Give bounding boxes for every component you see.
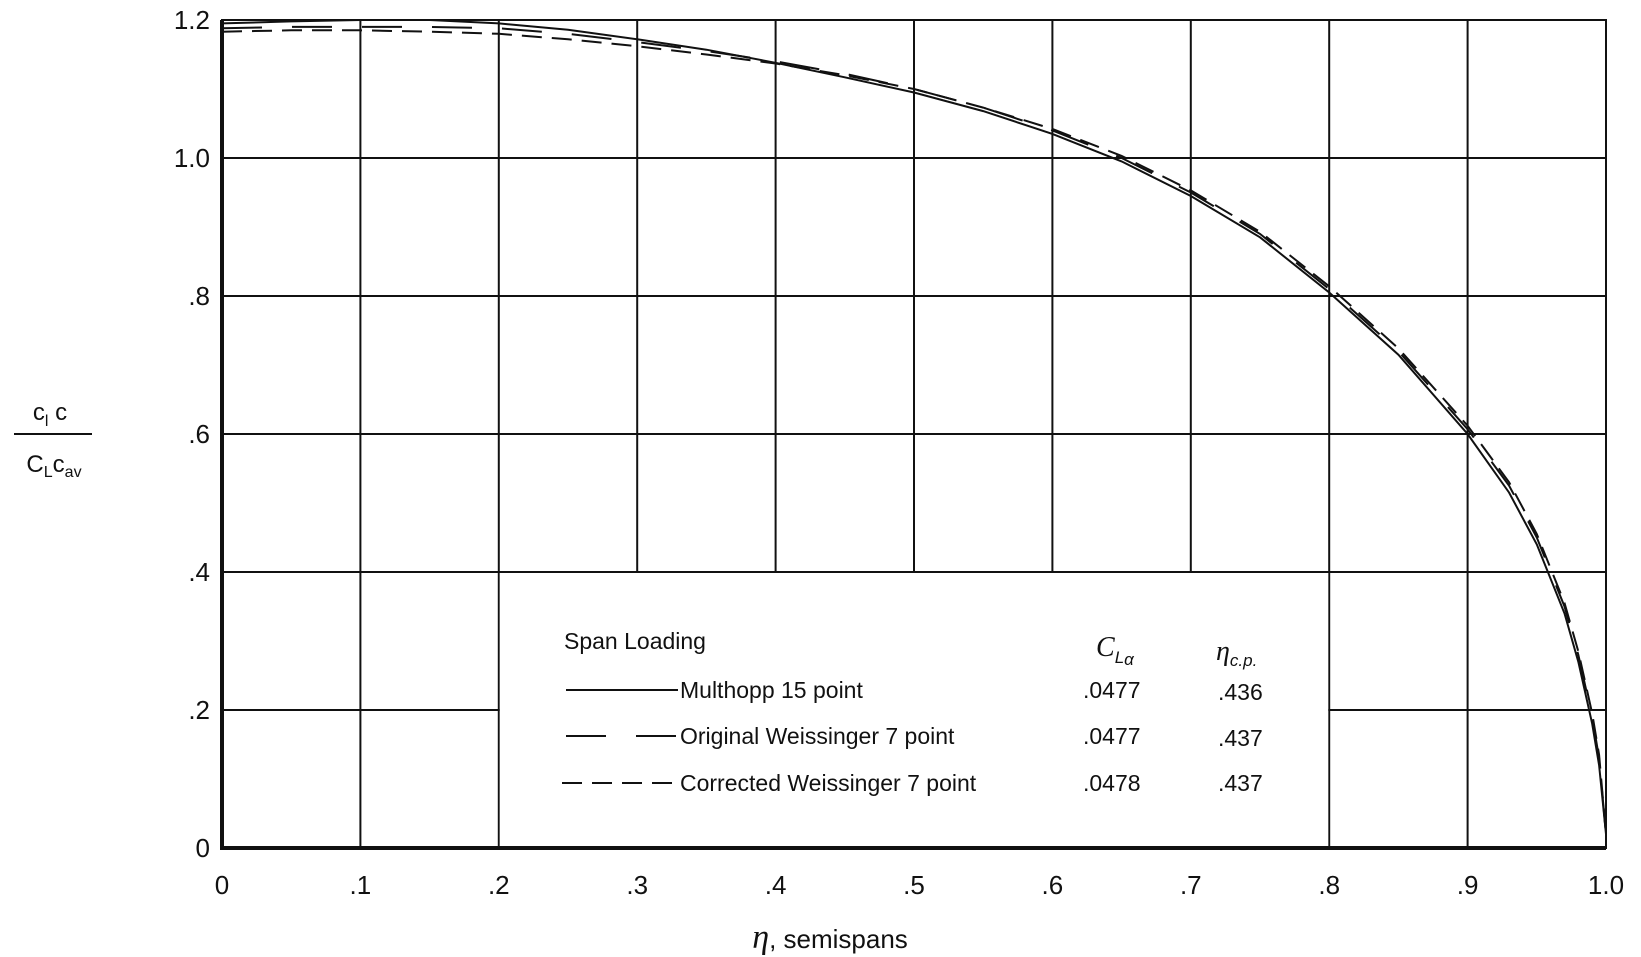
x-tick-label-10: 1.0 bbox=[1588, 870, 1624, 900]
x-tick-label-4: .4 bbox=[765, 870, 787, 900]
y-tick-label-6: 1.2 bbox=[174, 5, 210, 35]
legend-eta-value: .437 bbox=[1218, 725, 1263, 751]
y-axis-numerator: cl c bbox=[33, 399, 67, 430]
y-tick-label-3: .6 bbox=[188, 419, 210, 449]
x-tick-label-7: .7 bbox=[1180, 870, 1202, 900]
legend: Span Loading CLα ηc.p. Multhopp 15 point… bbox=[562, 628, 1263, 796]
y-tick-label-5: 1.0 bbox=[174, 143, 210, 173]
legend-eta-value: .437 bbox=[1218, 770, 1263, 796]
legend-col-cla-heading: CLα bbox=[1096, 632, 1135, 669]
x-tick-label-3: .3 bbox=[626, 870, 648, 900]
axes bbox=[220, 19, 1607, 850]
x-axis-symbol: η bbox=[752, 919, 769, 956]
x-tick-label-1: .1 bbox=[350, 870, 372, 900]
x-tick-label-0: 0 bbox=[215, 870, 229, 900]
legend-background bbox=[499, 573, 1329, 847]
y-axis-denominator: CLcav bbox=[26, 451, 81, 481]
legend-col-eta-heading: ηc.p. bbox=[1216, 636, 1257, 670]
y-axis-title: cl c CLcav bbox=[14, 399, 92, 481]
series-line-long-dash bbox=[221, 25, 1607, 835]
x-axis-title: η, semispans bbox=[752, 919, 908, 956]
legend-cla-value: .0477 bbox=[1083, 677, 1141, 703]
series-line-short-dash bbox=[221, 29, 1607, 835]
legend-row-original-weissinger: Original Weissinger 7 point .0477 .437 bbox=[566, 723, 1263, 751]
legend-row-multhopp: Multhopp 15 point .0477 .436 bbox=[566, 677, 1263, 705]
legend-label: Multhopp 15 point bbox=[680, 677, 863, 703]
y-tick-label-2: .4 bbox=[188, 557, 210, 587]
legend-cla-value: .0477 bbox=[1083, 723, 1141, 749]
tick-labels: 0 .1 .2 .3 .4 .5 .6 .7 .8 .9 1.0 0 .2 .4 .6 .8 1.0 1.2 bbox=[174, 5, 1624, 900]
legend-label: Original Weissinger 7 point bbox=[680, 723, 955, 749]
legend-heading: Span Loading bbox=[564, 628, 706, 654]
y-tick-label-1: .2 bbox=[188, 695, 210, 725]
legend-label: Corrected Weissinger 7 point bbox=[680, 770, 977, 796]
legend-cla-value: .0478 bbox=[1083, 770, 1141, 796]
x-tick-label-8: .8 bbox=[1318, 870, 1340, 900]
series-line-solid bbox=[221, 19, 1607, 835]
x-tick-label-6: .6 bbox=[1042, 870, 1064, 900]
legend-eta-value: .436 bbox=[1218, 679, 1263, 705]
x-tick-label-2: .2 bbox=[488, 870, 510, 900]
y-tick-label-4: .8 bbox=[188, 281, 210, 311]
series-group bbox=[221, 19, 1607, 835]
x-tick-label-5: .5 bbox=[903, 870, 925, 900]
x-tick-label-9: .9 bbox=[1457, 870, 1479, 900]
x-axis-text: , semispans bbox=[769, 924, 908, 954]
legend-panel bbox=[499, 573, 1329, 847]
legend-row-corrected-weissinger: Corrected Weissinger 7 point .0478 .437 bbox=[562, 770, 1263, 796]
y-tick-label-0: 0 bbox=[196, 833, 210, 863]
